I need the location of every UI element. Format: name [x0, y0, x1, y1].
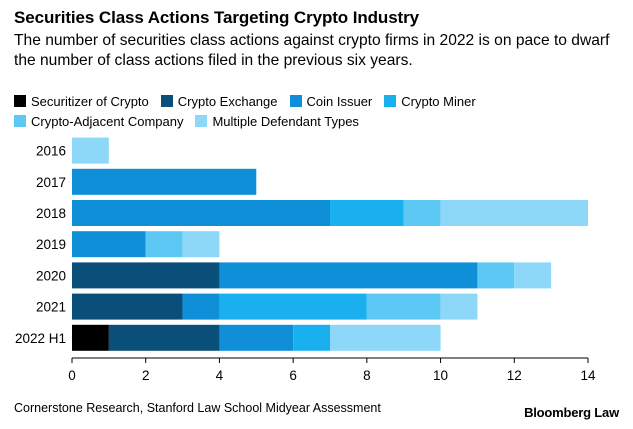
bar-segment [72, 200, 330, 226]
legend-item: Coin Issuer [289, 92, 373, 110]
x-tick-label: 10 [433, 368, 448, 383]
x-tick-label: 12 [507, 368, 522, 383]
x-tick-label: 4 [216, 368, 224, 383]
bar-segment [72, 324, 109, 351]
category-label: 2019 [36, 237, 66, 252]
bar-segment [403, 200, 441, 226]
bar-segment [72, 168, 257, 195]
category-label: 2021 [36, 300, 66, 315]
source-note: Cornerstone Research, Stanford Law Schoo… [14, 401, 381, 415]
chart-subtitle: The number of securities class actions a… [14, 32, 610, 69]
bar-segment [108, 324, 220, 351]
bar-segment [72, 137, 109, 164]
legend-label: Crypto Exchange [177, 93, 278, 109]
bar-segment [182, 293, 220, 320]
bar-segment [440, 200, 588, 226]
legend-swatch [384, 95, 397, 107]
legend-swatch [160, 95, 173, 107]
bar-segment [72, 231, 146, 258]
category-label: 2022 H1 [15, 331, 66, 346]
bar-segment [145, 231, 183, 258]
legend-swatch [14, 115, 26, 127]
x-tick-label: 14 [580, 368, 596, 383]
legend-label: Crypto-Adjacent Company [31, 113, 184, 129]
legend-label: Crypto Miner [401, 93, 476, 109]
x-tick-label: 2 [142, 368, 150, 383]
legend-label: Multiple Defendant Types [212, 113, 359, 129]
chart-legend: Securitizer of Crypto Crypto Exchange Coin… [14, 92, 534, 130]
bar-segment [330, 200, 404, 226]
chart-title: Securities Class Actions Targeting Crypt… [14, 8, 419, 27]
bar-segment [219, 293, 367, 320]
bar-segment [72, 262, 220, 289]
x-tick-label: 8 [363, 368, 371, 383]
legend-swatch [14, 95, 26, 107]
category-label: 2016 [36, 144, 66, 159]
legend-item: Multiple Defendant Types [195, 112, 359, 130]
bar-segment [72, 293, 183, 320]
bar-segment [477, 262, 515, 289]
bar-segment [330, 324, 441, 351]
legend-swatch [289, 95, 302, 107]
legend-item: Crypto Exchange [160, 92, 278, 110]
legend-item: Crypto Miner [384, 92, 476, 110]
bar-segment [182, 231, 220, 258]
bar-segment [366, 293, 441, 320]
bar-segment [440, 293, 478, 320]
legend-item: Securitizer of Crypto [14, 92, 149, 110]
bar-segment [219, 324, 294, 351]
x-tick-label: 0 [68, 368, 76, 383]
legend-label: Coin Issuer [306, 93, 373, 109]
bar-segment [219, 262, 478, 289]
bar-segment [514, 262, 552, 289]
bar-segment [293, 324, 330, 351]
category-label: 2018 [36, 206, 66, 221]
legend-label: Securitizer of Crypto [31, 93, 149, 109]
category-label: 2017 [36, 175, 66, 190]
legend-swatch [195, 115, 208, 127]
category-label: 2020 [36, 268, 66, 283]
brand-logo: Bloomberg Law [524, 405, 619, 420]
x-tick-label: 6 [289, 368, 297, 383]
legend-item: Crypto-Adjacent Company [14, 112, 183, 130]
